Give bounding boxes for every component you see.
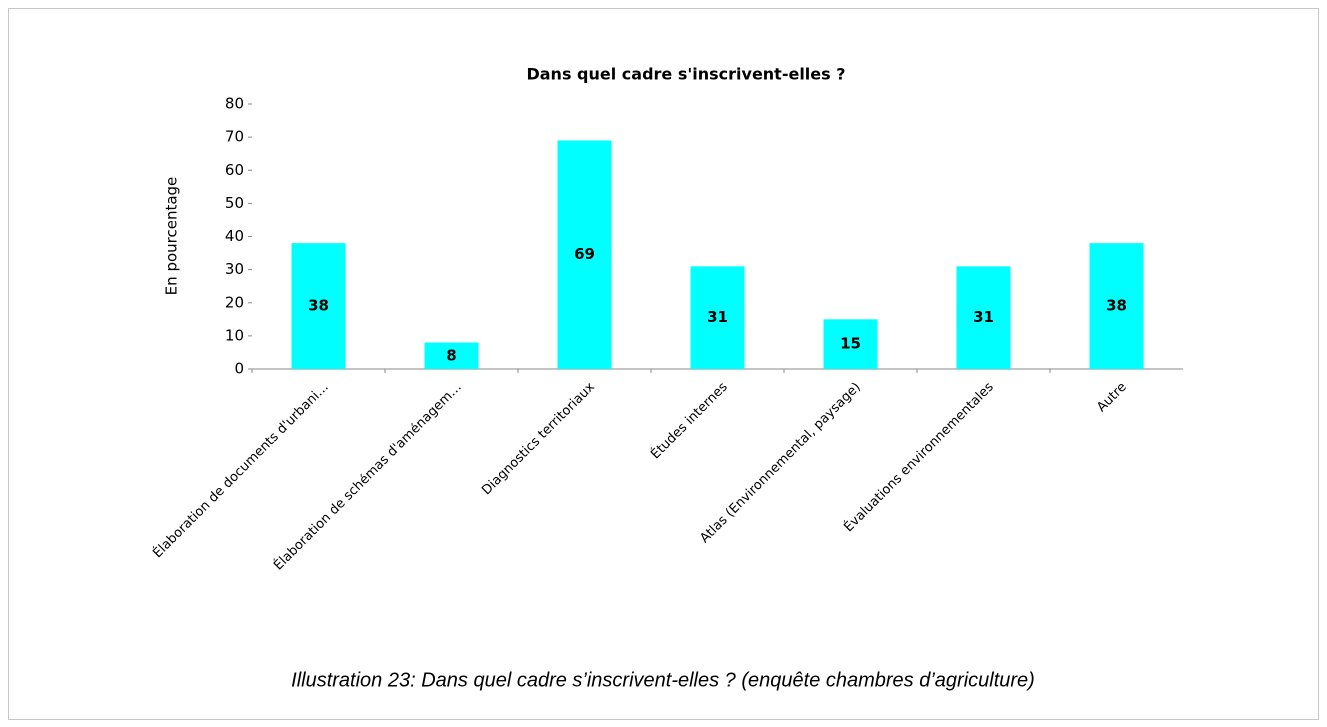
value-label: 69 [574,245,595,263]
y-tick-label: 50 [225,194,244,212]
caption: Illustration 23: Dans quel cadre s’inscr… [291,669,1035,691]
y-tick-label: 30 [225,260,244,278]
chart-title: Dans quel cadre s'inscrivent-elles ? [526,65,845,84]
y-tick-label: 60 [225,161,244,179]
y-tick-label: 20 [225,293,244,311]
bar [956,266,1011,369]
value-label: 31 [973,308,994,326]
y-tick-label: 40 [225,227,244,245]
bar [291,243,346,369]
bar [1089,243,1144,369]
y-tick-label: 80 [225,95,244,113]
value-label: 38 [1106,297,1127,315]
y-tick-label: 0 [234,360,244,378]
value-label: 38 [308,297,329,315]
bar [823,319,878,369]
value-label: 8 [446,346,456,364]
y-tick-label: 10 [225,326,244,344]
y-axis-label: En pourcentage [163,177,181,296]
bar [690,266,745,369]
value-label: 31 [707,308,728,326]
bar [557,140,612,369]
bar [424,342,479,369]
value-label: 15 [840,335,861,353]
y-tick-label: 70 [225,128,244,146]
